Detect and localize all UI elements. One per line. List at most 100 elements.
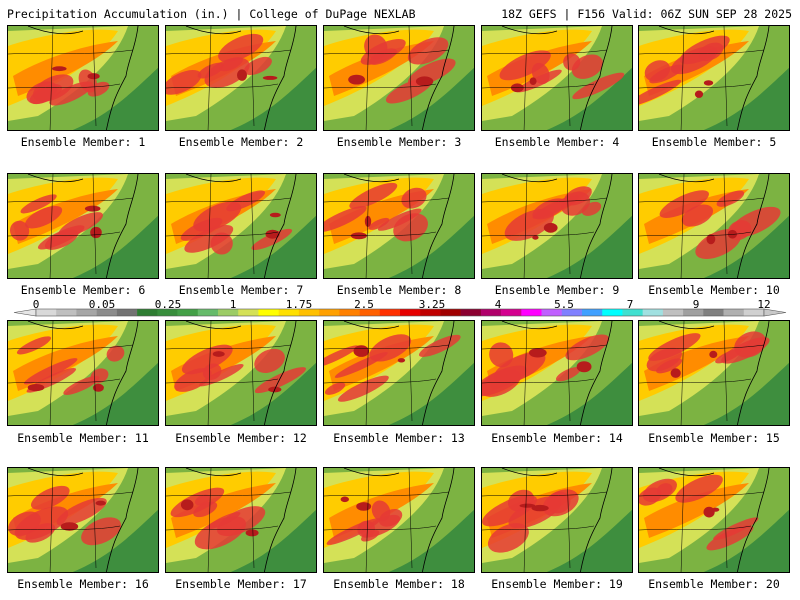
colorbar-swatch: [602, 309, 623, 316]
colorbar-tick-label: 4: [494, 298, 502, 311]
colorbar-swatch: [662, 309, 684, 316]
colorbar-swatch: [36, 309, 57, 316]
ensemble-member-map: [323, 25, 475, 131]
ensemble-member-label: Ensemble Member: 11: [17, 431, 149, 445]
ensemble-member-map: [323, 467, 475, 573]
ensemble-member-label: Ensemble Member: 17: [175, 577, 307, 591]
ensemble-member-label: Ensemble Member: 16: [17, 577, 149, 591]
colorbar-tick-label: 0: [32, 298, 40, 311]
ensemble-member-map: [638, 173, 790, 279]
ensemble-member-label: Ensemble Member: 12: [175, 431, 307, 445]
ensemble-member-map: [7, 173, 159, 279]
ensemble-member-label: Ensemble Member: 8: [336, 283, 462, 297]
ensemble-member-label: Ensemble Member: 15: [648, 431, 780, 445]
ensemble-member-map: [7, 467, 159, 573]
ensemble-member-map: [165, 320, 317, 426]
colorbar-swatch: [420, 309, 441, 316]
ensemble-member-map: [7, 25, 159, 131]
ensemble-member-label: Ensemble Member: 10: [648, 283, 780, 297]
colorbar-swatch: [723, 309, 745, 316]
precip-field: [8, 468, 158, 572]
precip-field: [8, 174, 158, 278]
precip-field: [482, 321, 632, 425]
colorbar-swatch: [561, 309, 583, 316]
ensemble-member-label: Ensemble Member: 13: [333, 431, 465, 445]
colorbar-swatch: [642, 309, 664, 316]
ensemble-member-label: Ensemble Member: 2: [178, 135, 304, 149]
colorbar-swatch: [238, 309, 259, 316]
ensemble-member-label: Ensemble Member: 14: [491, 431, 623, 445]
colorbar-tick-label: 5.5: [554, 298, 574, 311]
precip-field: [8, 26, 158, 130]
colorbar-swatch: [400, 309, 421, 316]
precip-field: [482, 26, 632, 130]
colorbar-swatch: [278, 309, 300, 316]
colorbar-swatch: [521, 309, 542, 316]
precip-field: [324, 468, 474, 572]
colorbar-swatch: [319, 309, 340, 316]
ensemble-member-label: Ensemble Member: 19: [491, 577, 623, 591]
precip-field: [324, 321, 474, 425]
map-title: Precipitation Accumulation (in.) | Colle…: [7, 7, 416, 21]
ensemble-member-map: [481, 467, 633, 573]
colorbar-swatch: [440, 309, 461, 316]
precip-field: [166, 468, 316, 572]
colorbar-swatch: [177, 309, 199, 316]
precip-field: [639, 26, 789, 130]
ensemble-member-label: Ensemble Member: 4: [494, 135, 620, 149]
colorbar: [13, 308, 787, 317]
precip-field: [324, 26, 474, 130]
colorbar-swatch: [137, 309, 158, 316]
precip-field: [639, 321, 789, 425]
ensemble-member-label: Ensemble Member: 6: [20, 283, 146, 297]
colorbar-swatch: [622, 309, 643, 316]
colorbar-tick-label: 1: [229, 298, 237, 311]
precip-field: [482, 468, 632, 572]
precip-field: [639, 174, 789, 278]
colorbar-tick-label: 1.75: [285, 298, 313, 311]
colorbar-swatch: [298, 309, 320, 316]
colorbar-tick-label: 2.5: [354, 298, 374, 311]
precip-field: [166, 174, 316, 278]
colorbar-tick-label: 7: [626, 298, 634, 311]
colorbar-swatch: [96, 309, 118, 316]
ensemble-member-map: [165, 173, 317, 279]
header: Precipitation Accumulation (in.) | Colle…: [0, 0, 800, 24]
ensemble-member-map: [481, 25, 633, 131]
ensemble-member-map: [165, 467, 317, 573]
ensemble-member-map: [7, 320, 159, 426]
colorbar-swatch: [480, 309, 502, 316]
colorbar-swatch: [460, 309, 482, 316]
ensemble-member-map: [481, 320, 633, 426]
ensemble-member-label: Ensemble Member: 7: [178, 283, 304, 297]
colorbar-swatch: [339, 309, 360, 316]
colorbar-tick-label: 0.05: [88, 298, 116, 311]
colorbar-swatch: [157, 309, 178, 316]
ensemble-member-map: [323, 320, 475, 426]
colorbar-swatch: [703, 309, 724, 316]
precip-field: [166, 321, 316, 425]
colorbar-tick-label: 12: [757, 298, 771, 311]
colorbar-swatch: [197, 309, 219, 316]
colorbar-swatch: [76, 309, 97, 316]
ensemble-member-label: Ensemble Member: 9: [494, 283, 620, 297]
ensemble-member-label: Ensemble Member: 3: [336, 135, 462, 149]
colorbar-swatch: [501, 309, 522, 316]
colorbar-swatch: [582, 309, 603, 316]
ensemble-member-map: [323, 173, 475, 279]
colorbar-swatch: [743, 309, 765, 316]
ensemble-member-label: Ensemble Member: 20: [648, 577, 780, 591]
precip-field: [166, 26, 316, 130]
precip-field: [639, 468, 789, 572]
precip-field: [8, 321, 158, 425]
colorbar-swatch: [258, 309, 279, 316]
ensemble-member-label: Ensemble Member: 5: [651, 135, 777, 149]
colorbar-swatch: [56, 309, 77, 316]
colorbar-tick-label: 3.25: [418, 298, 446, 311]
colorbar-swatch: [218, 309, 239, 316]
ensemble-member-map: [638, 25, 790, 131]
precip-field: [482, 174, 632, 278]
ensemble-member-label: Ensemble Member: 1: [20, 135, 146, 149]
colorbar-tick-label: 9: [692, 298, 700, 311]
ensemble-member-map: [165, 25, 317, 131]
